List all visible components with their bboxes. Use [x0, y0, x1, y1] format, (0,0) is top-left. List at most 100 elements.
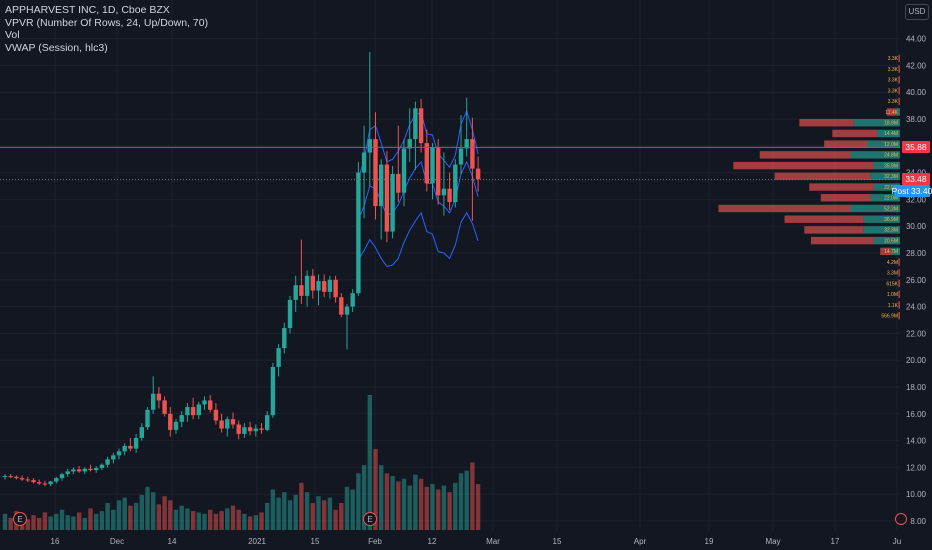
volume-bar: [111, 509, 116, 530]
time-tick-label: 2021: [248, 537, 266, 546]
indicator-vol[interactable]: Vol: [5, 29, 20, 41]
volume-bar: [407, 485, 412, 530]
price-lines: [0, 146, 900, 181]
candle-body: [225, 419, 230, 429]
volume-bar: [253, 515, 258, 530]
candle-body: [76, 469, 82, 472]
volume-bar: [470, 462, 475, 530]
vpvr-down-bar: [898, 97, 900, 105]
volume-bar: [25, 519, 30, 530]
vpvr-label: 14.7M: [884, 249, 898, 255]
volume-bar: [139, 494, 144, 530]
vpvr-label: 4.2M: [887, 260, 898, 266]
price-tick-label: 20.00: [906, 356, 927, 365]
price-tick-label: 44.00: [906, 35, 927, 44]
vpvr-up-bar: [850, 151, 900, 159]
vpvr-label: 52.2M: [884, 206, 898, 212]
candle-body: [344, 306, 350, 315]
vpvr-label: 36.9M: [884, 217, 898, 223]
price-tick-label: 18.00: [906, 383, 927, 392]
price-badge-label: 33.48: [905, 174, 927, 184]
volume-bar: [367, 395, 372, 530]
vpvr-up-bar: [863, 226, 900, 234]
time-tick-label: 15: [311, 537, 320, 546]
vwap-upper-line: [357, 109, 479, 180]
candle-body: [122, 445, 127, 452]
vpvr-label: 20.5M: [884, 238, 898, 244]
candle-body: [14, 476, 19, 479]
vpvr-down-bar: [774, 172, 871, 181]
vpvr-down-bar: [820, 194, 871, 202]
volume-bar: [447, 492, 452, 530]
volume-bar: [208, 509, 213, 530]
vpvr-label: 1.1K: [888, 303, 899, 309]
candle-body: [94, 468, 99, 471]
candle-body: [48, 481, 53, 485]
volume-bar: [202, 513, 207, 530]
candle-body: [424, 143, 429, 184]
candle-body: [71, 469, 76, 472]
vpvr-down-bar: [799, 119, 854, 127]
candle-body: [105, 459, 110, 465]
candle-body: [116, 451, 122, 456]
candle-body: [310, 275, 315, 291]
volume-bar: [464, 470, 469, 530]
vpvr-up-bar: [850, 204, 900, 213]
price-tick-label: 10.00: [906, 490, 927, 499]
volume-bar: [82, 517, 87, 530]
candle-body: [54, 478, 59, 482]
price-tick-label: 14.00: [906, 437, 927, 446]
candle-body: [128, 445, 133, 449]
volume-bar: [105, 503, 110, 530]
candle-body: [42, 483, 48, 485]
volume-bar: [259, 512, 264, 530]
currency-badge[interactable]: USD: [905, 4, 929, 20]
price-tick-label: 12.00: [906, 463, 927, 472]
candle-body: [379, 164, 384, 207]
volume-bar: [196, 512, 201, 530]
candle-body: [282, 328, 287, 349]
volume-bar: [37, 517, 42, 530]
price-tick-label: 30.00: [906, 222, 927, 231]
vpvr-label: 3.3M: [887, 271, 898, 277]
volume-bar: [401, 478, 407, 530]
volume-bar: [236, 509, 241, 530]
vpvr-up-bar: [896, 108, 900, 116]
vpvr-label: 32.3M: [884, 174, 898, 180]
candle-body: [390, 173, 395, 232]
candle-body: [350, 293, 355, 307]
time-tick-label: Dec: [110, 537, 124, 546]
volume-bar: [190, 511, 196, 530]
candle-body: [276, 348, 281, 367]
volume-bar: [94, 513, 99, 530]
indicator-vpvr[interactable]: VPVR (Number Of Rows, 24, Up/Down, 70): [5, 16, 209, 29]
settings-icon: [895, 513, 907, 525]
candle-body: [185, 407, 190, 416]
candle-body: [190, 407, 196, 416]
volume-bar: [2, 513, 8, 530]
volume-bar: [390, 476, 395, 530]
candle-body: [31, 480, 36, 483]
volume-bar: [436, 489, 441, 530]
volume-bar: [276, 497, 281, 530]
symbol-title[interactable]: APPHARVEST INC, 1D, Cboe BZX: [5, 4, 170, 16]
earnings-event-icon: [363, 512, 377, 526]
candle-body: [430, 147, 435, 184]
indicator-vwap[interactable]: VWAP (Session, hlc3): [5, 41, 108, 54]
vpvr-label: 566.9M: [881, 313, 898, 319]
vpvr-down-bar: [886, 108, 897, 116]
candle-body: [151, 393, 156, 410]
earnings-event-label: E: [367, 515, 372, 524]
candle-body: [356, 172, 361, 294]
vpvr-label: 18.9M: [884, 121, 898, 127]
candle-body: [333, 279, 338, 298]
candle-body: [82, 468, 87, 472]
volume-bar: [247, 516, 253, 530]
volume-bar: [287, 500, 293, 530]
candle-body: [19, 478, 25, 480]
candle-body: [367, 139, 372, 153]
time-tick-label: 19: [705, 537, 714, 546]
price-tick-label: 28.00: [906, 249, 927, 258]
candle-body: [65, 471, 70, 475]
